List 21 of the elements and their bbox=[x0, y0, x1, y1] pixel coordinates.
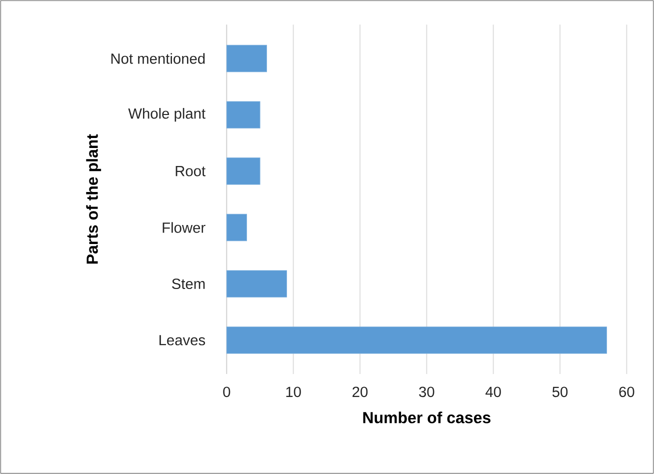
x-tick-label: 40 bbox=[486, 386, 501, 398]
x-tick-label: 20 bbox=[352, 386, 368, 398]
x-tick-label: 10 bbox=[286, 386, 301, 398]
bar bbox=[226, 270, 287, 298]
bar bbox=[226, 101, 260, 128]
y-tick-label: Not mentioned bbox=[111, 53, 205, 64]
bar bbox=[226, 214, 247, 242]
y-tick-label: Root bbox=[176, 166, 206, 176]
y-tick-label: Stem bbox=[172, 278, 205, 290]
bar bbox=[226, 326, 607, 354]
x-axis-title: Number of cases bbox=[363, 412, 490, 424]
bar bbox=[226, 44, 267, 72]
y-tick-label: Leaves bbox=[160, 335, 206, 346]
y-tick-label: Whole plant bbox=[128, 108, 206, 122]
x-tick-label: 60 bbox=[619, 386, 634, 398]
bar bbox=[226, 158, 260, 185]
x-tick-label: 50 bbox=[552, 386, 568, 398]
x-tick-label: 0 bbox=[223, 386, 230, 398]
y-tick-label: Flower bbox=[162, 222, 206, 233]
x-tick-label: 30 bbox=[419, 386, 434, 398]
y-axis-title: Parts of the plant bbox=[86, 134, 102, 264]
